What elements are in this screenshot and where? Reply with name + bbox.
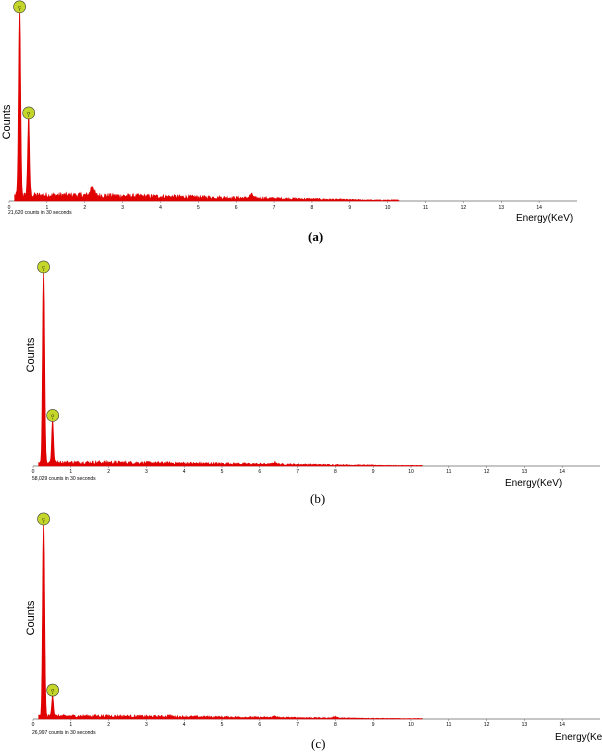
x-tick-label: 7 (296, 722, 299, 728)
peak-marker-o: O (22, 106, 35, 120)
x-tick-label: 12 (461, 205, 467, 211)
eds-spectrum-a: Counts CO 0 1 2 3 4 5 6 7 8 9 10 11 12 13 14 21,620 co… (1, 0, 577, 224)
x-tick-label: 11 (446, 469, 451, 475)
peak-marker-c: C (37, 260, 50, 274)
x-tick-label: 0 (8, 205, 11, 211)
x-tick-label: 10 (408, 469, 414, 475)
x-tick-label: 2 (107, 469, 110, 475)
x-tick-label: 13 (498, 205, 504, 211)
y-axis-label: Counts (25, 600, 37, 635)
x-tick-label: 6 (235, 205, 238, 211)
peak-marker-o: O (46, 409, 59, 422)
peak-marker-c: C (37, 512, 50, 526)
x-tick-label: 14 (559, 722, 565, 728)
peak-element-label: C (42, 516, 45, 521)
eds-spectrum-b: Counts CO 0 1 2 3 4 5 6 7 8 9 10 11 12 13 14 58,029 co… (25, 260, 600, 489)
eds-spectrum-c: Counts CO 0 1 2 3 4 5 6 7 8 9 10 11 12 13 14 26,997 co… (25, 512, 602, 743)
x-tick-label: 4 (159, 205, 162, 211)
x-tick-label: 4 (183, 469, 186, 475)
x-tick-label: 14 (536, 205, 542, 211)
peak-element-label: O (51, 688, 54, 693)
acquisition-note: 26,997 counts in 30 seconds (32, 730, 96, 736)
x-tick-labels: 0 1 2 3 4 5 6 7 8 9 10 11 12 13 14 (32, 466, 565, 475)
x-tick-label: 8 (311, 205, 314, 211)
x-tick-label: 10 (408, 722, 414, 728)
peak-marker-circle (22, 106, 35, 120)
x-tick-label: 2 (83, 205, 86, 211)
x-tick-label: 10 (385, 205, 391, 211)
peak-marker-circle (46, 409, 59, 422)
figure-caption-b: (b) (310, 491, 326, 506)
x-tick-label: 0 (32, 722, 35, 728)
x-tick-label: 7 (273, 205, 276, 211)
y-axis-label: Counts (25, 337, 37, 372)
peak-marker-circle (37, 512, 50, 526)
peak-marker-circle (46, 683, 59, 697)
x-tick-label: 9 (348, 205, 351, 211)
x-tick-label: 13 (522, 722, 528, 728)
x-tick-label: 12 (484, 722, 490, 728)
x-tick-label: 13 (522, 469, 528, 475)
figure-caption-a: (a) (308, 229, 324, 244)
x-tick-label: 6 (258, 469, 261, 475)
x-axis-label: Energy(KeV) (555, 732, 602, 743)
x-tick-labels: 0 1 2 3 4 5 6 7 8 9 10 11 12 13 14 (32, 719, 565, 728)
x-tick-label: 1 (69, 722, 72, 728)
x-tick-label: 14 (559, 469, 565, 475)
x-tick-label: 5 (221, 469, 224, 475)
x-tick-label: 1 (45, 205, 48, 211)
peak-element-label: C (42, 264, 45, 269)
x-tick-label: 7 (296, 469, 299, 475)
peak-element-label: O (27, 110, 30, 115)
peak-marker-o: O (46, 683, 59, 697)
x-tick-label: 6 (258, 722, 261, 728)
figure-caption-c: (c) (311, 736, 326, 751)
spectrum-plot: CO (33, 260, 600, 467)
spectrum-area (38, 522, 423, 720)
x-tick-label: 9 (372, 469, 375, 475)
peak-element-label: C (18, 4, 21, 9)
spectrum-plot: CO (33, 512, 600, 720)
spectrum-plot: CO (9, 0, 577, 202)
x-tick-label: 3 (145, 722, 148, 728)
peak-marker-c: C (13, 0, 26, 14)
x-tick-label: 11 (446, 722, 451, 728)
peak-marker-circle (37, 260, 50, 274)
x-tick-label: 5 (197, 205, 200, 211)
spectrum-area (14, 6, 400, 202)
x-tick-labels: 0 1 2 3 4 5 6 7 8 9 10 11 12 13 14 (8, 201, 542, 211)
spectrum-area (38, 271, 423, 467)
x-tick-label: 3 (145, 469, 148, 475)
peak-marker-circle (13, 0, 26, 14)
x-tick-label: 3 (121, 205, 124, 211)
x-tick-label: 4 (183, 722, 186, 728)
x-tick-label: 11 (423, 205, 428, 211)
peak-element-label: O (51, 413, 54, 418)
x-tick-label: 0 (32, 469, 35, 475)
x-axis-label: Energy(KeV) (516, 213, 573, 224)
x-axis-label: Energy(KeV) (505, 478, 562, 489)
y-axis-label: Counts (1, 104, 13, 139)
x-tick-label: 12 (484, 469, 490, 475)
acquisition-note: 21,620 counts in 30 seconds (8, 210, 72, 216)
x-tick-label: 9 (372, 722, 375, 728)
x-tick-label: 5 (221, 722, 224, 728)
x-tick-label: 8 (334, 469, 337, 475)
x-tick-label: 2 (107, 722, 110, 728)
x-tick-label: 8 (334, 722, 337, 728)
acquisition-note: 58,029 counts in 30 seconds (32, 476, 96, 482)
x-tick-label: 1 (69, 469, 72, 475)
